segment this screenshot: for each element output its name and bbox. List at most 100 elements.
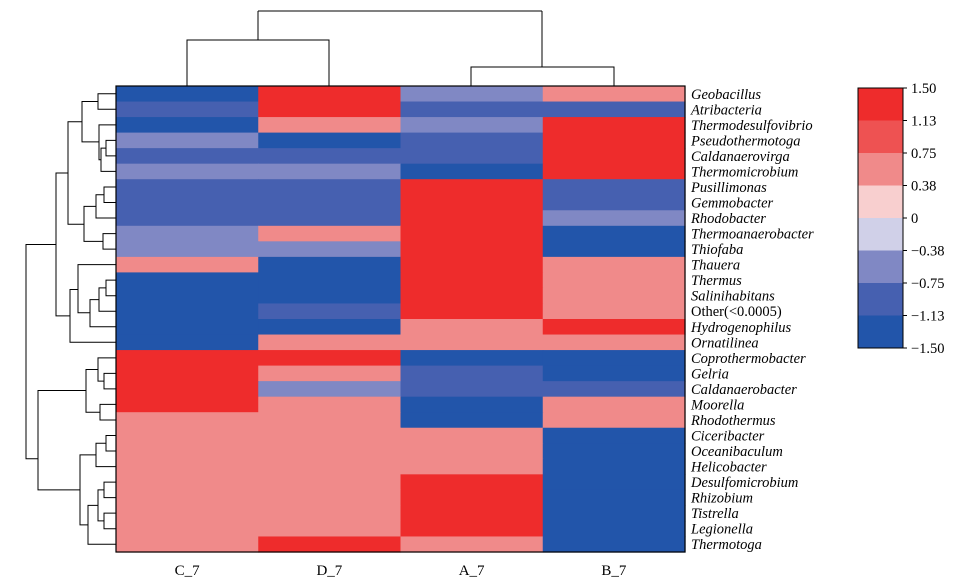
row-dendrogram-branch <box>97 93 116 110</box>
heatmap-cell <box>258 396 402 413</box>
row-dendrogram-branch <box>25 243 56 460</box>
heatmap-cell <box>542 303 686 320</box>
heatmap-cell <box>400 272 544 289</box>
heatmap-cell <box>116 287 259 305</box>
row-label: Thermus <box>691 273 742 289</box>
heatmap-cell <box>258 505 402 522</box>
row-label: Coprothermobacter <box>691 351 806 367</box>
row-label: Geobacillus <box>691 87 761 103</box>
column-dendrogram-branch <box>470 66 615 86</box>
column-label: D_7 <box>316 563 342 579</box>
row-label: Thermotoga <box>691 537 762 553</box>
heatmap-cell <box>400 241 544 258</box>
legend-swatch <box>858 120 903 154</box>
row-label: Pusillimonas <box>690 180 767 196</box>
heatmap-cell <box>542 86 686 103</box>
row-dendrogram-branch <box>103 372 116 390</box>
heatmap-cell <box>542 194 686 211</box>
heatmap-cell <box>542 272 686 289</box>
heatmap-cell <box>400 132 544 149</box>
heatmap-cell <box>542 443 686 460</box>
heatmap-cell <box>400 443 544 460</box>
row-label: Ornatilinea <box>691 335 759 351</box>
heatmap-cell <box>542 117 686 134</box>
row-label: Helicobacter <box>690 460 767 476</box>
row-dendrogram-branch <box>99 403 116 421</box>
heatmap-cell <box>258 210 402 227</box>
row-label: Thermoanaerobacter <box>691 227 814 243</box>
column-labels: C_7 D_7 A_7 B_7 <box>175 563 627 579</box>
heatmap-cell <box>116 101 259 118</box>
row-label: Thermodesulfovibrio <box>691 118 813 134</box>
row-dendrogram <box>25 93 116 545</box>
row-dendrogram-branch <box>100 147 116 172</box>
heatmap-cell <box>116 148 259 165</box>
heatmap-cell <box>542 427 686 444</box>
heatmap-cell <box>116 241 259 258</box>
heatmap-cell <box>116 303 259 320</box>
heatmap-cell <box>116 427 259 444</box>
row-label: Thiofaba <box>691 242 743 258</box>
row-dendrogram-branch <box>97 357 116 382</box>
row-label: Ciceribacter <box>691 429 765 445</box>
legend-tick-label: 1.50 <box>911 81 936 97</box>
row-label: Other(<0.0005) <box>691 304 782 320</box>
row-dendrogram-branch <box>103 186 116 203</box>
heatmap-cell <box>116 334 259 351</box>
legend-tick-label: 0.38 <box>911 179 936 195</box>
heatmap-cell <box>400 319 544 336</box>
heatmap-cell <box>400 256 544 273</box>
row-dendrogram-branch <box>69 288 116 343</box>
row-label: Gemmobacter <box>691 196 774 212</box>
heatmap-cell <box>258 443 402 460</box>
heatmap-cell <box>116 489 259 506</box>
heatmap-cell <box>400 474 544 491</box>
heatmap-cell <box>258 101 402 118</box>
heatmap-cell <box>400 381 544 398</box>
heatmap-cell <box>542 256 686 273</box>
row-dendrogram-branch <box>87 504 116 545</box>
row-label: Tistrella <box>691 506 739 522</box>
heatmap-cell <box>400 148 544 165</box>
legend-swatch <box>858 218 903 251</box>
heatmap-cell <box>400 225 544 242</box>
heatmap-cell <box>258 334 402 351</box>
heatmap-cell <box>400 396 544 413</box>
heatmap-cell <box>400 520 544 538</box>
heatmap-cell <box>542 287 686 305</box>
heatmap-cell <box>258 412 402 429</box>
heatmap-cell <box>400 458 544 475</box>
heatmap-cell <box>258 489 402 506</box>
heatmap-cell <box>116 365 259 382</box>
heatmap-cell <box>258 117 402 134</box>
heatmap-cell <box>542 474 686 491</box>
heatmap-cell <box>542 505 686 522</box>
heatmap-cell <box>258 474 402 491</box>
heatmap-cell <box>258 241 402 258</box>
heatmap-cell <box>400 350 544 367</box>
row-label: Salinihabitans <box>691 289 775 305</box>
row-dendrogram-branch <box>102 233 116 250</box>
heatmap-cell <box>258 365 402 382</box>
heatmap-cells <box>116 86 686 553</box>
heatmap-cell <box>258 458 402 475</box>
heatmap-cell <box>400 163 544 180</box>
heatmap-cell <box>258 427 402 444</box>
heatmap-cell <box>400 194 544 211</box>
heatmap-cell <box>116 319 259 336</box>
heatmap-cell <box>258 272 402 289</box>
heatmap-cell <box>400 179 544 196</box>
heatmap-cell <box>400 505 544 522</box>
column-label: A_7 <box>459 563 485 579</box>
row-dendrogram-branch <box>105 435 116 452</box>
column-label: B_7 <box>601 563 627 579</box>
legend-tick-label: −1.50 <box>911 341 945 357</box>
heatmap-cell <box>400 536 544 553</box>
heatmap-cell <box>542 241 686 258</box>
row-labels: GeobacillusAtribacteriaThermodesulfovibr… <box>690 87 814 553</box>
heatmap-cell <box>258 179 402 196</box>
heatmap-cell <box>258 319 402 336</box>
heatmap-cell <box>258 350 402 367</box>
heatmap-cell <box>116 210 259 227</box>
